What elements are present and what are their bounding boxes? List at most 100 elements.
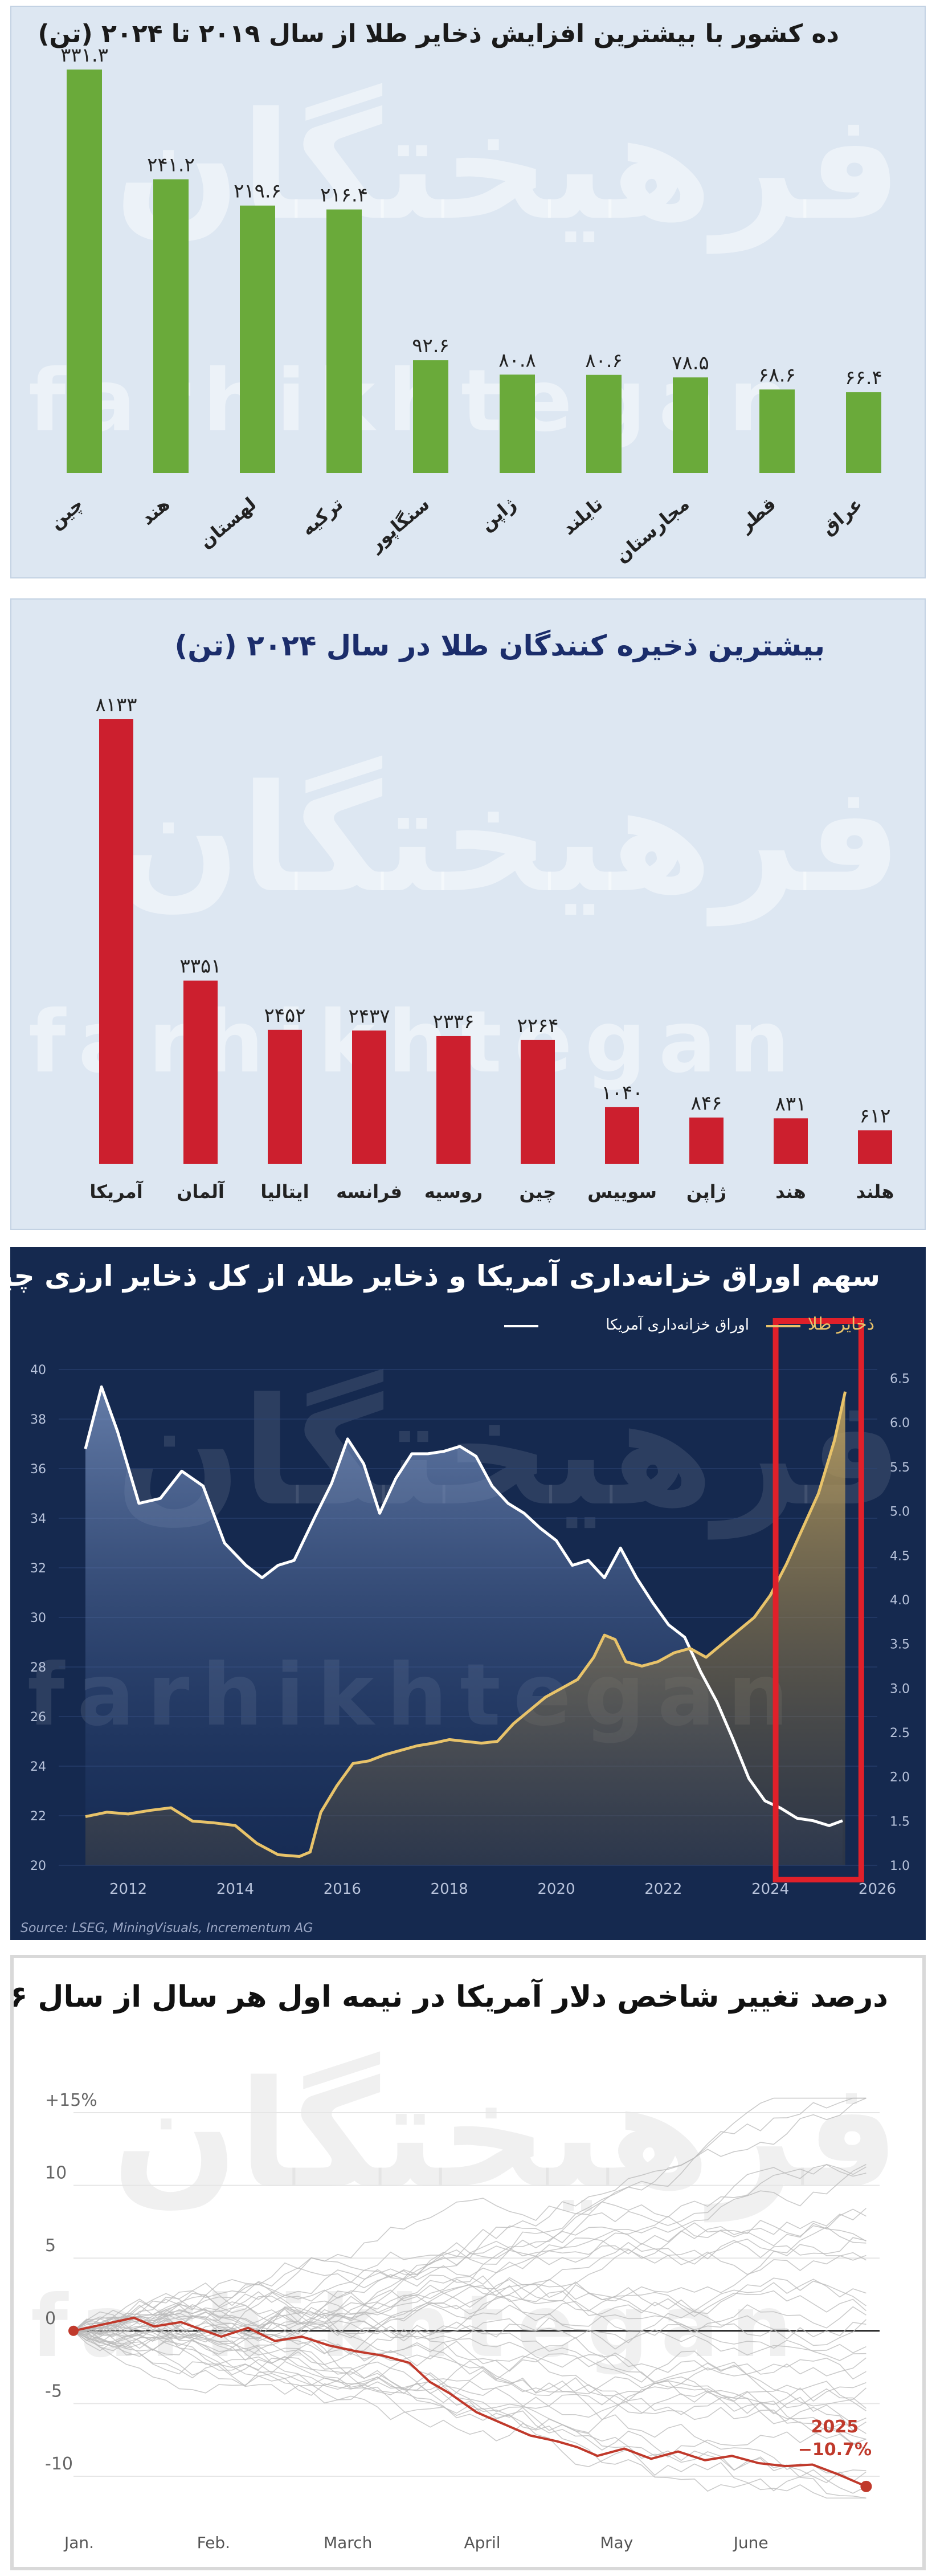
bar-2 xyxy=(153,179,189,473)
y-tick-label: 10 xyxy=(45,2163,67,2183)
bar-9 xyxy=(774,1118,808,1164)
bar-value-label: ۲۱۶.۴ xyxy=(320,184,368,207)
chart-title: درصد تغییر شاخص دلار آمریکا در نیمه اول … xyxy=(10,1980,888,2014)
background-year-line xyxy=(73,2279,866,2349)
category-label: آلمان xyxy=(177,1180,225,1203)
background-year-line xyxy=(73,2241,866,2332)
category-label: چین xyxy=(45,493,87,533)
category-label: فرانسه xyxy=(336,1181,402,1203)
bar-value-label: ۳۳۵۱ xyxy=(179,955,221,978)
category-label: روسیه xyxy=(424,1181,483,1203)
category-label: سنگاپور xyxy=(364,493,434,556)
treasury-line xyxy=(84,1385,843,1827)
bar-5 xyxy=(413,360,448,473)
bar-value-label: ۶۱۲ xyxy=(860,1104,891,1127)
chart-panel-dollar-index: فرهیختگان farhikhtegan درصد تغییر شاخص د… xyxy=(10,1955,926,2570)
background-year-line xyxy=(73,2208,866,2333)
background-year-line xyxy=(73,2163,866,2343)
start-point xyxy=(68,2325,79,2336)
background-year-line xyxy=(73,2097,866,2355)
y-left-tick-label: 22 xyxy=(30,1809,46,1824)
x-tick-label: 2012 xyxy=(109,1881,147,1898)
bar-8 xyxy=(673,377,708,473)
y-right-tick-label: 4.0 xyxy=(890,1593,910,1608)
category-label: هند xyxy=(775,1181,806,1203)
x-tick-label: Feb. xyxy=(197,2533,230,2552)
background-year-line xyxy=(73,2309,866,2383)
x-tick-label: 2018 xyxy=(431,1881,468,1898)
bar-chart: ۸۱۳۳ آمریکا ۳۳۵۱ آلمان ۲۴۵۲ ایتالیا ۲۴۳۷ فرانسه… xyxy=(89,694,894,1203)
x-tick-label: 2020 xyxy=(537,1881,575,1898)
bar-8 xyxy=(689,1117,724,1164)
bar-1 xyxy=(99,719,133,1164)
bar-value-label: ۲۴۳۷ xyxy=(348,1005,390,1028)
bar-value-label: ۹۲.۶ xyxy=(412,335,449,357)
background-year-line xyxy=(73,2330,866,2499)
background-year-line xyxy=(73,2097,866,2332)
bar-chart: ۳۳۱.۳ چین ۲۴۱.۲ هند ۲۱۹.۶ لهستان ۲۱۶.۴ ترکیه ۹۲.… xyxy=(45,44,882,567)
category-label: هند xyxy=(137,493,174,529)
x-tick-label: Jan. xyxy=(63,2533,94,2552)
line-chart: +15% 10 5 0 -5 -10 Jan. Feb. March April May June 20… xyxy=(45,2090,880,2552)
background-year-line xyxy=(73,2318,866,2431)
chart-panel-gold-increase: فرهیختگان farhikhtegan ده کشور با بیشتری… xyxy=(10,6,926,578)
bar-value-label: ۸۰.۸ xyxy=(498,349,536,372)
bar-5 xyxy=(436,1036,471,1164)
watermark-en: farhikhtegan xyxy=(28,993,803,1092)
background-year-line xyxy=(73,2330,866,2440)
background-year-line xyxy=(73,2164,866,2332)
bar-value-label: ۷۸.۵ xyxy=(672,352,709,374)
gold-area xyxy=(85,1391,845,1865)
y-tick-label: -5 xyxy=(45,2381,62,2401)
x-tick-label: 2014 xyxy=(216,1881,254,1898)
bar-6 xyxy=(500,374,535,473)
chart-source: Source: LSEG, MiningVisuals, Incrementum… xyxy=(21,1921,313,1935)
category-label: هلند xyxy=(856,1181,894,1203)
y-right-tick-label: 5.5 xyxy=(890,1461,910,1475)
bar-10 xyxy=(846,392,881,473)
bar-value-label: ۳۳۱.۳ xyxy=(60,44,108,67)
bar-value-label: ۲۴۵۲ xyxy=(264,1004,305,1027)
bar-value-label: ۲۳۳۶ xyxy=(432,1010,474,1033)
category-label: ایتالیا xyxy=(260,1181,309,1203)
background-year-line xyxy=(73,2330,866,2412)
y-left-tick-label: 40 xyxy=(30,1363,46,1377)
y-right-tick-label: 5.0 xyxy=(890,1505,910,1519)
category-label: ترکیه xyxy=(297,493,347,540)
category-label: آمریکا xyxy=(89,1180,143,1203)
x-tick-label: 2026 xyxy=(859,1881,896,1898)
bar-value-label: ۲۲۶۴ xyxy=(517,1014,558,1037)
legend-treasury-swatch xyxy=(504,1325,538,1327)
background-year-line xyxy=(73,2330,866,2494)
watermark-fa: فرهیختگان xyxy=(112,2049,900,2222)
y-left-tick-label: 34 xyxy=(30,1512,46,1526)
bar-value-label: ۲۴۱.۲ xyxy=(147,154,195,177)
y-right-tick-label: 1.0 xyxy=(890,1859,910,1873)
x-tick-label: March xyxy=(324,2533,372,2552)
y-left-tick-label: 32 xyxy=(30,1562,46,1576)
background-year-line xyxy=(73,2328,866,2473)
y-right-tick-label: 6.5 xyxy=(890,1372,910,1387)
line-2025 xyxy=(73,2316,867,2488)
y-tick-label: 5 xyxy=(45,2236,56,2256)
y-left-tick-label: 28 xyxy=(30,1661,46,1675)
x-tick-label: June xyxy=(733,2533,769,2552)
chart-panel-gold-holders: فرهیختگان farhikhtegan بیشترین ذخیره کنن… xyxy=(10,598,926,1230)
background-year-line xyxy=(73,2284,866,2340)
background-year-line xyxy=(73,2285,866,2356)
background-year-line xyxy=(73,2330,866,2445)
chart-panel-china-reserves: فرهیختگان farhikhtegan 20222426283032343… xyxy=(10,1247,926,1940)
category-label: قطر xyxy=(734,493,780,537)
y-left-tick-label: 24 xyxy=(30,1760,46,1774)
y-left-tick-label: 38 xyxy=(30,1413,46,1427)
y-right-tick-label: 2.5 xyxy=(890,1726,910,1741)
series-label: 2025 xyxy=(811,2417,859,2437)
chart-title: سهم اوراق خزانه‌داری آمریکا و ذخایر طلا،… xyxy=(10,1260,880,1293)
x-tick-label: May xyxy=(600,2533,633,2552)
background-year-line xyxy=(73,2208,866,2332)
bar-value-label: ۲۱۹.۶ xyxy=(234,180,281,203)
y-tick-label: +15% xyxy=(45,2090,97,2110)
chart-title: بیشترین ذخیره کنندگان طلا در سال ۲۰۲۴ (ت… xyxy=(174,629,825,662)
background-year-line xyxy=(73,2315,866,2355)
category-label: مجارستان xyxy=(611,493,693,567)
